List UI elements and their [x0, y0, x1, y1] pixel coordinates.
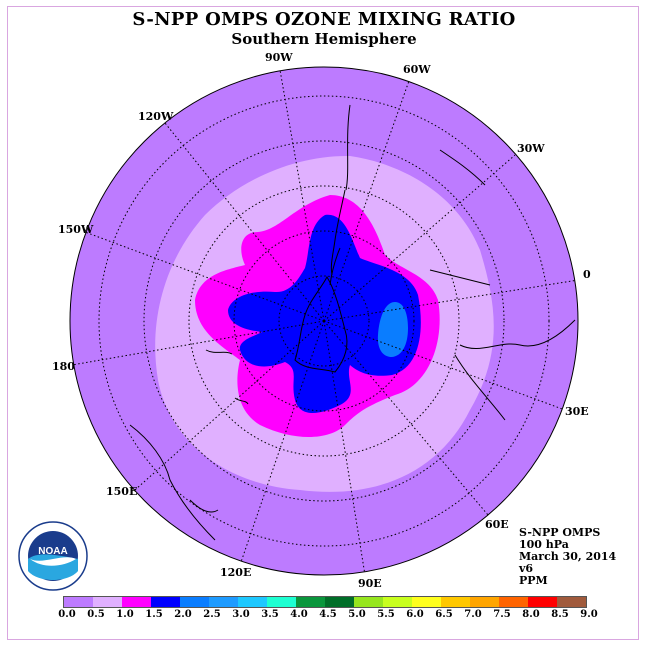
colorbar	[63, 596, 587, 608]
contour-1.5-2.0	[228, 214, 421, 414]
colorbar-tick-label: 8.5	[551, 609, 569, 620]
lon-label-60w: 60W	[403, 63, 431, 76]
colorbar-segment	[354, 597, 383, 607]
colorbar-segment	[296, 597, 325, 607]
colorbar-segment	[209, 597, 238, 607]
graticule	[71, 69, 578, 575]
colorbar-segment	[499, 597, 528, 607]
colorbar-tick-label: 1.5	[145, 609, 163, 620]
colorbar-tick-label: 2.5	[203, 609, 221, 620]
lon-label-60e: 60E	[485, 518, 509, 531]
noaa-logo-icon: NOAA	[18, 521, 88, 591]
colorbar-tick-label: 3.0	[232, 609, 250, 620]
colorbar-segment	[151, 597, 180, 607]
colorbar-segment	[64, 597, 93, 607]
lon-label-120w: 120W	[138, 110, 174, 123]
colorbar-tick-label: 7.5	[493, 609, 511, 620]
globe-outline	[69, 66, 579, 576]
colorbar-tick-label: 2.0	[174, 609, 192, 620]
lon-label-150w: 150W	[58, 223, 94, 236]
lon-label-90e: 90E	[358, 577, 382, 590]
colorbar-tick-label: 4.5	[319, 609, 337, 620]
colorbar-tick-label: 6.0	[406, 609, 424, 620]
lon-label-30w: 30W	[517, 142, 545, 155]
colorbar-segment	[122, 597, 151, 607]
lon-label-30e: 30E	[565, 405, 589, 418]
info-date: March 30, 2014	[519, 550, 617, 563]
lon-label-150e: 150E	[106, 485, 137, 498]
figure-frame	[7, 6, 639, 640]
colorbar-segment	[383, 597, 412, 607]
info-units: PPM	[519, 574, 548, 587]
info-version: v6	[519, 562, 534, 575]
colorbar-tick-label: 9.0	[580, 609, 598, 620]
colorbar-segment	[238, 597, 267, 607]
info-instrument: S-NPP OMPS	[519, 526, 601, 539]
colorbar-segment	[441, 597, 470, 607]
colorbar-tick-label: 3.5	[261, 609, 279, 620]
colorbar-tick-label: 5.0	[348, 609, 366, 620]
colorbar-tick-label: 8.0	[522, 609, 540, 620]
colorbar-segment	[180, 597, 209, 607]
page-subtitle: Southern Hemisphere	[231, 30, 417, 48]
colorbar-tick-label: 0.5	[87, 609, 105, 620]
coastlines	[129, 104, 576, 541]
lon-label-0: 0	[583, 268, 591, 281]
colorbar-segment	[325, 597, 354, 607]
colorbar-segment	[412, 597, 441, 607]
colorbar-segment	[528, 597, 557, 607]
colorbar-tick-label: 0.0	[58, 609, 76, 620]
colorbar-tick-label: 1.0	[116, 609, 134, 620]
colorbar-tick-label: 7.0	[464, 609, 482, 620]
lon-label-90w: 90W	[265, 51, 293, 64]
colorbar-segment	[267, 597, 296, 607]
page-title: S-NPP OMPS OZONE MIXING RATIO	[132, 9, 516, 30]
longitude-labels: 90W 60W 30W 0 30E 60E 90E 120E 150E 180 …	[52, 51, 591, 590]
lon-label-180: 180	[52, 360, 75, 373]
lon-label-120e: 120E	[220, 566, 251, 579]
colorbar-tick-label: 6.5	[435, 609, 453, 620]
info-level: 100 hPa	[519, 538, 569, 551]
colorbar-segment	[470, 597, 499, 607]
colorbar-segment	[557, 597, 586, 607]
colorbar-segment	[93, 597, 122, 607]
logo-text: NOAA	[38, 546, 67, 557]
colorbar-tick-label: 4.0	[290, 609, 308, 620]
colorbar-tick-label: 5.5	[377, 609, 395, 620]
